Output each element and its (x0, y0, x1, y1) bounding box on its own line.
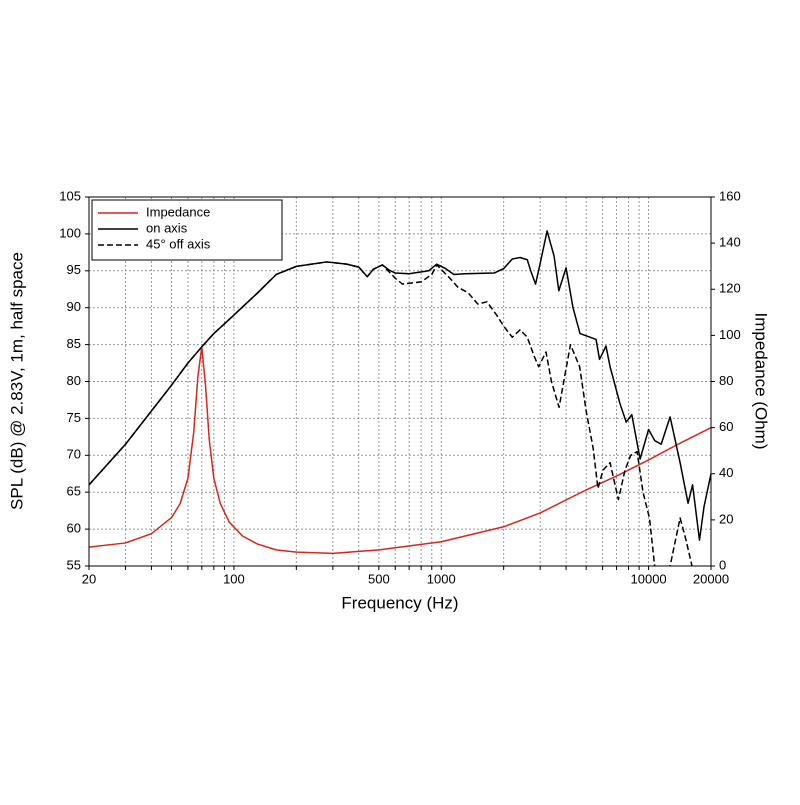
y2-tick-label: 100 (719, 327, 741, 342)
legend-label: on axis (146, 220, 188, 235)
legend-label: Impedance (146, 204, 210, 219)
y-tick-label: 65 (67, 484, 81, 499)
y-tick-label: 75 (67, 410, 81, 425)
curves (89, 230, 711, 566)
y2-tick-label: 140 (719, 235, 741, 250)
y2-tick-label: 0 (719, 557, 726, 572)
y-axis-label: SPL (dB) @ 2.83V, 1m, half space (7, 252, 26, 510)
legend-label: 45° off axis (146, 236, 211, 251)
y-tick-label: 90 (67, 299, 81, 314)
legend-box (91, 199, 283, 261)
y2-tick-label: 80 (719, 373, 733, 388)
y2-tick-label: 60 (719, 419, 733, 434)
y-tick-label: 60 (67, 521, 81, 536)
y-tick-label: 80 (67, 373, 81, 388)
y-tick-label: 105 (59, 188, 81, 203)
y-tick-label: 95 (67, 262, 81, 277)
y2-tick-label: 120 (719, 281, 741, 296)
x-axis-label: Frequency (Hz) (341, 593, 458, 612)
series-line (89, 261, 693, 566)
y2-axis-label: Impedance (Ohm) (752, 313, 771, 450)
labels: 20 100 500 1000 10000 20000556065707580859095… (59, 188, 740, 586)
y-tick-label: 70 (67, 447, 81, 462)
y2-tick-label: 20 (719, 511, 733, 526)
x-tick-label: 20 (82, 571, 96, 586)
y-tick-label: 85 (67, 336, 81, 351)
y2-tick-label: 40 (719, 465, 733, 480)
x-tick-label: 100 (223, 571, 245, 586)
x-tick-label: 1000 (427, 571, 456, 586)
x-tick-label: 10000 (631, 571, 667, 586)
plot-frame (88, 196, 712, 567)
y2-tick-label: 160 (719, 188, 741, 203)
x-tick-label: 500 (368, 571, 390, 586)
x-tick-label: 20000 (693, 571, 729, 586)
y-tick-label: 100 (59, 225, 81, 240)
series-line (89, 346, 711, 555)
y-tick-label: 55 (67, 557, 81, 572)
